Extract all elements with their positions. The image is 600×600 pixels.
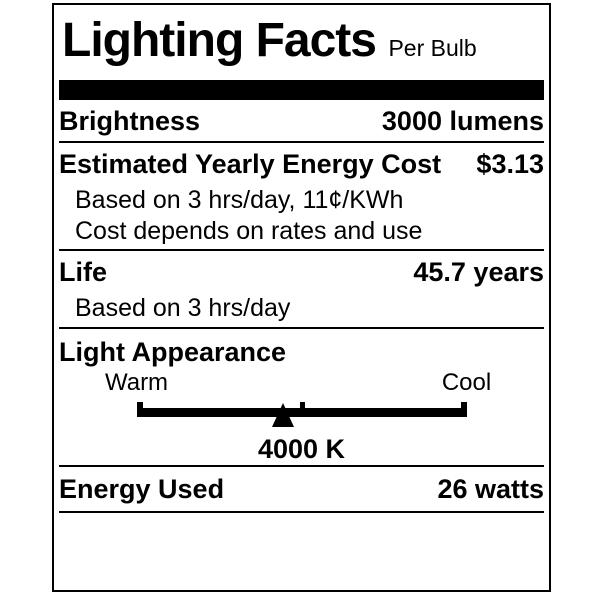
brightness-value: 3000 lumens xyxy=(381,106,544,136)
brightness-label: Brightness xyxy=(59,106,201,136)
energy-used-value: 26 watts xyxy=(437,474,544,504)
energy-cost-label: Estimated Yearly Energy Cost xyxy=(59,149,442,179)
energy-cost-section: Estimated Yearly Energy Cost $3.13 Based… xyxy=(59,143,544,251)
color-temp-marker-icon xyxy=(272,403,295,427)
label-header: Lighting Facts Per Bulb xyxy=(54,5,549,76)
energy-cost-value: $3.13 xyxy=(476,149,544,179)
empty-footer-space xyxy=(54,513,549,590)
energy-cost-note-disclaimer: Cost depends on rates and use xyxy=(75,217,423,245)
header-divider-bar xyxy=(59,80,544,100)
energy-used-row: Energy Used 26 watts xyxy=(59,473,544,505)
brightness-section: Brightness 3000 lumens xyxy=(59,100,544,143)
life-label: Life xyxy=(59,257,108,287)
light-appearance-section: Light Appearance Warm Cool 4000 K xyxy=(59,329,544,467)
light-appearance-label: Light Appearance xyxy=(59,337,287,367)
energy-used-label: Energy Used xyxy=(59,474,225,504)
energy-cost-note-basis: Based on 3 hrs/day, 11¢/KWh xyxy=(75,186,404,214)
brightness-row: Brightness 3000 lumens xyxy=(59,105,544,137)
scale-bar xyxy=(136,408,467,417)
life-row: Life 45.7 years xyxy=(59,256,544,288)
color-temperature-scale xyxy=(136,402,467,428)
warm-label: Warm xyxy=(104,369,169,396)
label-title: Lighting Facts xyxy=(62,14,377,67)
life-value: 45.7 years xyxy=(413,257,544,287)
lighting-facts-label: Lighting Facts Per Bulb Brightness 3000 … xyxy=(52,3,551,592)
color-temperature-value: 4000 K xyxy=(257,434,346,464)
per-unit-text: Per Bulb xyxy=(388,35,477,61)
cool-label: Cool xyxy=(441,369,492,396)
energy-cost-row: Estimated Yearly Energy Cost $3.13 xyxy=(59,148,544,180)
energy-used-section: Energy Used 26 watts xyxy=(59,467,544,513)
warm-cool-labels: Warm Cool xyxy=(105,368,491,398)
life-section: Life 45.7 years Based on 3 hrs/day xyxy=(59,251,544,329)
scale-midpoint-tick xyxy=(299,402,305,411)
life-note-basis: Based on 3 hrs/day xyxy=(75,294,291,322)
